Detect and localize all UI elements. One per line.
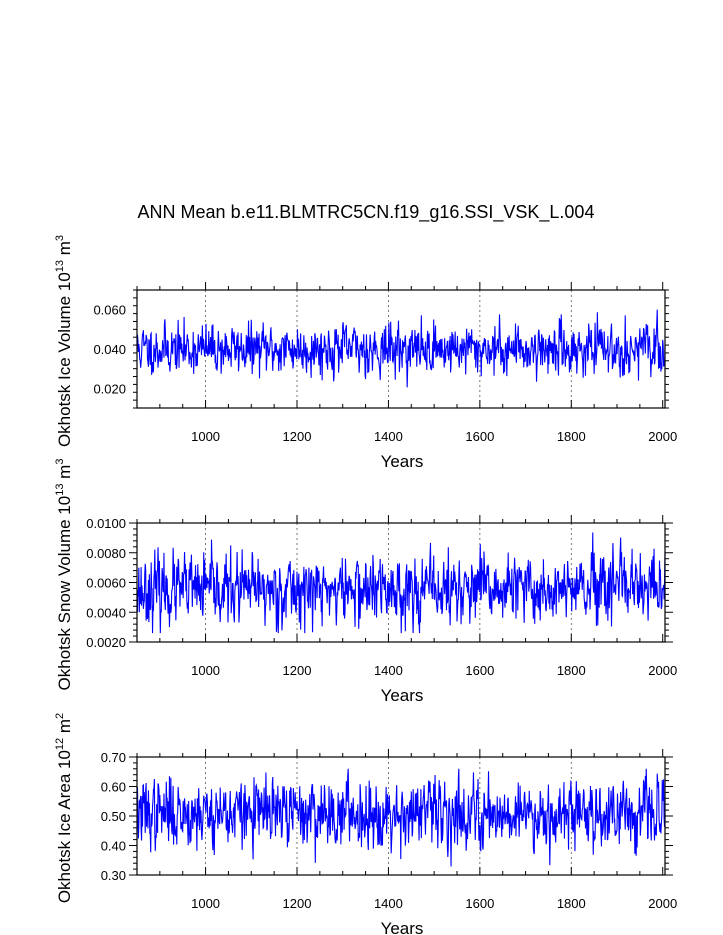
x-tick-label: 1200 xyxy=(283,663,312,678)
y-tick-label: 0.0020 xyxy=(86,635,126,650)
x-tick-label: 1000 xyxy=(191,429,220,444)
y-axis-label: Okhotsk Ice Volume 1013 m3 xyxy=(54,235,74,447)
x-tick-label: 1200 xyxy=(283,896,312,911)
x-tick-label: 1600 xyxy=(465,429,494,444)
x-tick-label: 1400 xyxy=(374,896,403,911)
panel-ice-volume: 1000 1200 1400 1600 1800 2000 0.020 0.040 0.060 Y… xyxy=(54,235,677,471)
y-tick-label: 0.60 xyxy=(101,780,126,795)
x-tick-label: 2000 xyxy=(648,663,677,678)
series-line-ice-volume xyxy=(136,309,666,388)
y-tick-label: 0.040 xyxy=(93,342,126,357)
x-axis-label: Years xyxy=(381,686,424,705)
y-tick-label: 0.40 xyxy=(101,839,126,854)
x-tick-label: 1000 xyxy=(191,663,220,678)
x-tick-label: 1400 xyxy=(374,429,403,444)
panel-ice-area: 1000 1200 1400 1600 1800 2000 0.30 0.40 0.50 0.60… xyxy=(54,713,677,935)
x-tick-label: 1800 xyxy=(557,429,586,444)
y-tick-label: 0.0080 xyxy=(86,546,126,561)
x-axis-label: Years xyxy=(381,452,424,471)
y-tick-label: 0.30 xyxy=(101,868,126,883)
x-tick-label: 1000 xyxy=(191,896,220,911)
x-tick-label: 2000 xyxy=(648,429,677,444)
y-axis-label: Okhotsk Ice Area 1012 m2 xyxy=(54,713,74,903)
y-tick-label: 0.0100 xyxy=(86,516,126,531)
y-axis-label: Okhotsk Snow Volume 1013 m3 xyxy=(54,459,74,691)
y-tick-label: 0.020 xyxy=(93,381,126,396)
x-tick-label: 1800 xyxy=(557,896,586,911)
y-tick-label: 0.060 xyxy=(93,303,126,318)
x-tick-label: 1400 xyxy=(374,663,403,678)
series-line-snow-volume xyxy=(136,532,666,634)
y-tick-label: 0.50 xyxy=(101,809,126,824)
x-tick-label: 1600 xyxy=(465,663,494,678)
y-tick-label: 0.70 xyxy=(101,750,126,765)
x-tick-label: 1600 xyxy=(465,896,494,911)
chart-title: ANN Mean b.e11.BLMTRC5CN.f19_g16.SSI_VSK… xyxy=(138,202,595,223)
y-tick-label: 0.0060 xyxy=(86,576,126,591)
x-tick-label: 2000 xyxy=(648,896,677,911)
panel-snow-volume: 1000 1200 1400 1600 1800 2000 0.0020 0.0040 0.00… xyxy=(54,459,677,705)
plot-frame xyxy=(136,289,666,409)
x-tick-label: 1800 xyxy=(557,663,586,678)
x-tick-label: 1200 xyxy=(283,429,312,444)
x-axis-label: Years xyxy=(381,919,424,935)
series-line-ice-area xyxy=(136,768,666,867)
y-tick-label: 0.0040 xyxy=(86,605,126,620)
